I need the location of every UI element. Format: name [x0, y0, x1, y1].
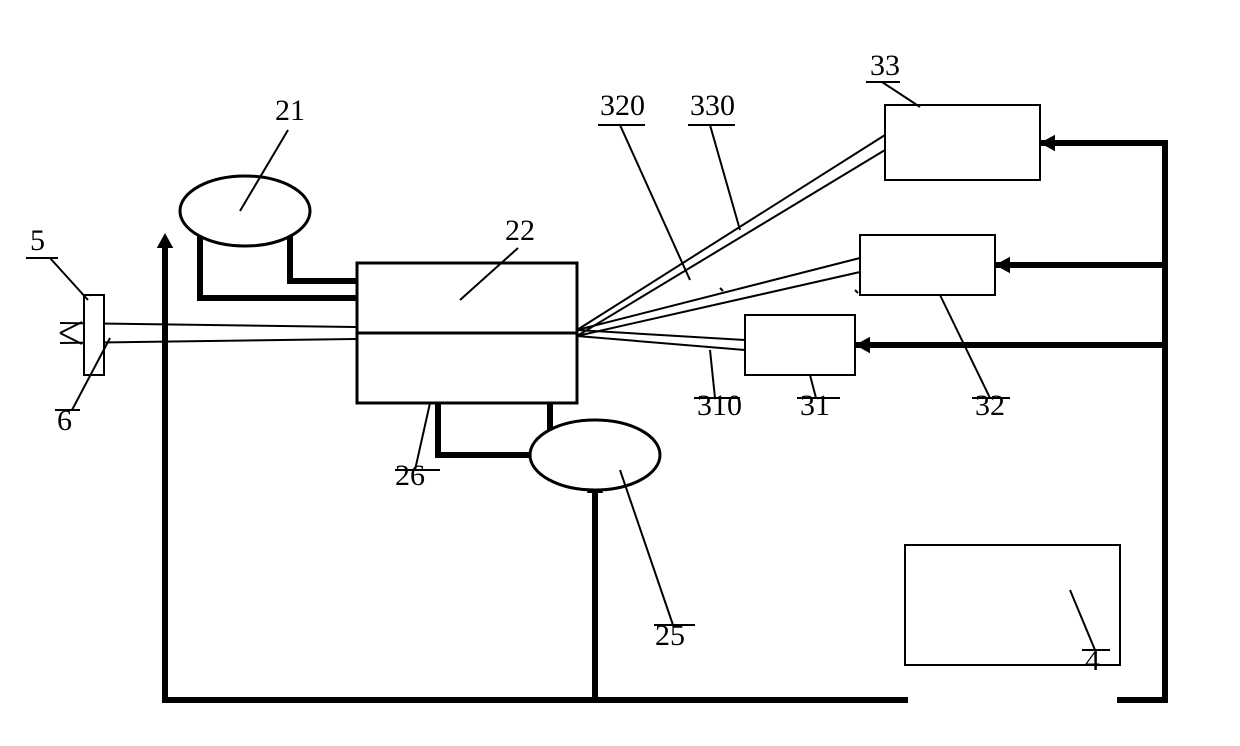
- label-310: 310: [697, 389, 742, 422]
- block-33: [885, 105, 1040, 180]
- label-4: 4: [1085, 644, 1100, 677]
- arrow-a33: [1040, 135, 1055, 152]
- leader-L320: [620, 125, 690, 280]
- ellipse-25: [530, 420, 660, 490]
- label-22: 22: [505, 214, 535, 247]
- block-26: [357, 333, 577, 403]
- label-26: 26: [395, 459, 425, 492]
- label-330: 330: [690, 89, 735, 122]
- leader-L5: [50, 258, 88, 300]
- block-32: [860, 235, 995, 295]
- block-31: [745, 315, 855, 375]
- block-22: [357, 263, 577, 333]
- label-31: 31: [800, 389, 830, 422]
- leader-L25: [620, 470, 673, 625]
- ellipse-21: [180, 176, 310, 246]
- loop-21-return: [290, 235, 357, 281]
- label-32: 32: [975, 389, 1005, 422]
- leader-L330: [710, 125, 740, 230]
- block-5: [84, 295, 104, 375]
- label-33: 33: [870, 49, 900, 82]
- loop-25-path: [438, 403, 530, 455]
- label-320: 320: [600, 89, 645, 122]
- label-21: 21: [275, 94, 305, 127]
- arrow-a32: [995, 257, 1010, 274]
- leader-L33: [882, 82, 920, 107]
- arrow-a31: [855, 337, 870, 354]
- schematic-diagram: 4 5 6 21 22 25 26 31 32 33 310 320 330: [0, 0, 1240, 746]
- label-5: 5: [30, 224, 45, 257]
- arrow-a21: [157, 233, 174, 248]
- beam-330-bottom: [577, 150, 885, 336]
- label-6: 6: [57, 404, 72, 437]
- label-25: 25: [655, 619, 685, 652]
